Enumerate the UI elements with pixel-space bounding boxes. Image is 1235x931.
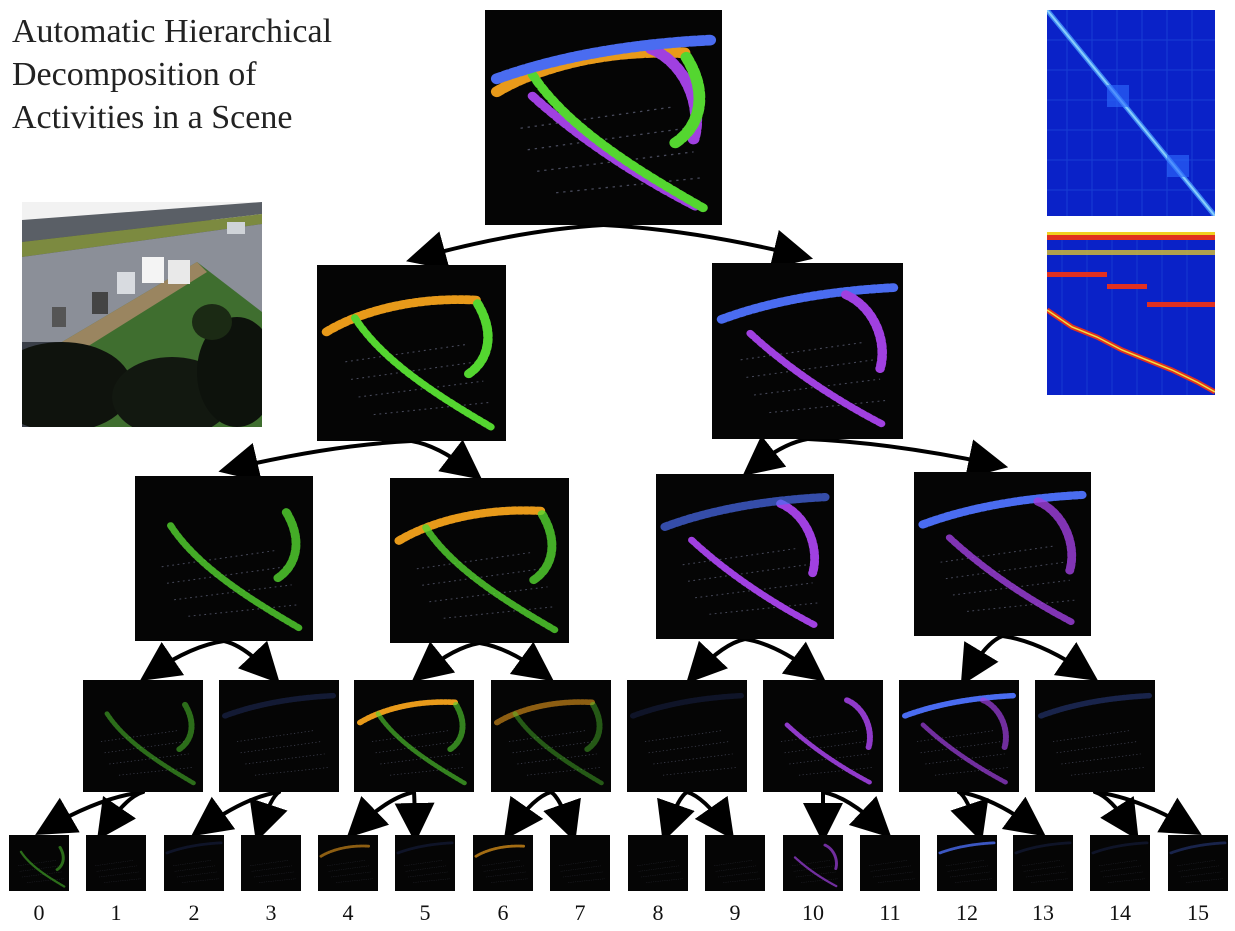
leaf-cluster-8 (628, 835, 688, 891)
leaf-label-4: 4 (342, 900, 354, 925)
arrow-l1-0-1 (409, 439, 483, 480)
leaf-cluster-11 (860, 835, 920, 891)
similarity-matrix (1047, 10, 1215, 216)
cluster-node-l2-0 (135, 476, 313, 641)
cluster-node-l2-3 (914, 472, 1091, 636)
arrow-l3-0-0 (35, 790, 145, 835)
arrow-l3-3-0 (503, 790, 553, 841)
leaf-cluster-7 (550, 835, 610, 891)
leaf-label-15: 15 (1187, 900, 1209, 925)
cluster-node-l0-0 (485, 10, 722, 225)
arrow-l2-2-0 (686, 637, 747, 684)
leaf-label-2: 2 (188, 900, 200, 925)
cluster-node-l1-0 (317, 265, 506, 441)
arrow-l1-0-0 (218, 439, 414, 482)
arrow-l2-1-0 (411, 641, 482, 683)
arrow-l3-2-1 (394, 790, 435, 843)
arrow-l2-3-1 (1000, 634, 1099, 681)
arrow-l3-1-1 (249, 790, 288, 843)
leaf-label-9: 9 (729, 900, 741, 925)
arrow-l0-0-1 (601, 223, 814, 269)
leaf-label-14: 14 (1109, 900, 1131, 925)
leaf-label-12: 12 (956, 900, 978, 925)
cluster-node-l3-4 (627, 680, 747, 792)
leaf-label-7: 7 (574, 900, 586, 925)
cluster-node-l1-1 (712, 263, 903, 439)
leaf-label-0: 0 (33, 900, 45, 925)
assignment-matrix (1047, 232, 1215, 395)
leaf-label-8: 8 (652, 900, 664, 925)
leaf-label-13: 13 (1032, 900, 1054, 925)
cluster-node-l3-3 (491, 680, 611, 792)
cluster-node-l3-7 (1035, 680, 1155, 792)
arrow-l2-0-0 (139, 639, 226, 681)
leaf-cluster-1 (86, 835, 146, 891)
arrow-l2-2-1 (743, 637, 826, 682)
leaf-label-5: 5 (419, 900, 431, 925)
arrow-l2-0-1 (222, 639, 280, 684)
leaf-cluster-2 (164, 835, 224, 891)
cluster-node-l2-1 (390, 478, 569, 643)
arrow-l1-1-0 (742, 435, 810, 476)
leaf-cluster-0 (9, 835, 69, 891)
cluster-node-l2-2 (656, 474, 834, 639)
cluster-node-l3-6 (899, 680, 1019, 792)
arrow-l3-6-1 (957, 790, 1046, 837)
arrow-l3-1-0 (191, 790, 281, 837)
arrow-l3-7-1 (1093, 790, 1202, 836)
leaf-label-1: 1 (110, 900, 122, 925)
arrow-l3-0-1 (96, 790, 145, 841)
arrow-l3-2-0 (346, 790, 416, 839)
arrow-l2-3-0 (960, 634, 1005, 686)
arrow-l3-4-1 (685, 790, 735, 841)
figure-title: Automatic Hierarchical Decomposition of … (12, 13, 333, 136)
leaf-cluster-6 (473, 835, 533, 891)
leaf-label-10: 10 (802, 900, 824, 925)
leaf-cluster-12 (937, 835, 997, 891)
cluster-node-l3-0 (83, 680, 203, 792)
leaf-cluster-5 (395, 835, 455, 891)
cluster-node-l3-1 (219, 680, 339, 792)
scene-photo (22, 202, 262, 427)
arrow-l1-1-1 (805, 437, 1009, 479)
leaf-cluster-3 (241, 835, 301, 891)
leaf-cluster-14 (1090, 835, 1150, 891)
leaf-label-11: 11 (879, 900, 901, 925)
leaf-cluster-13 (1013, 835, 1073, 891)
arrow-l0-0-0 (406, 223, 606, 271)
cluster-node-l3-5 (763, 680, 883, 792)
leaf-cluster-4 (318, 835, 378, 891)
arrow-l3-4-0 (657, 790, 695, 843)
leaf-label-6: 6 (497, 900, 509, 925)
arrow-l3-3-1 (543, 790, 581, 843)
leaf-cluster-10 (783, 835, 843, 891)
arrow-l3-5-1 (821, 790, 892, 839)
leaf-label-3: 3 (265, 900, 277, 925)
leaf-cluster-9 (705, 835, 765, 891)
leaf-cluster-15 (1168, 835, 1228, 891)
cluster-node-l3-2 (354, 680, 474, 792)
arrow-l2-1-1 (477, 641, 554, 682)
